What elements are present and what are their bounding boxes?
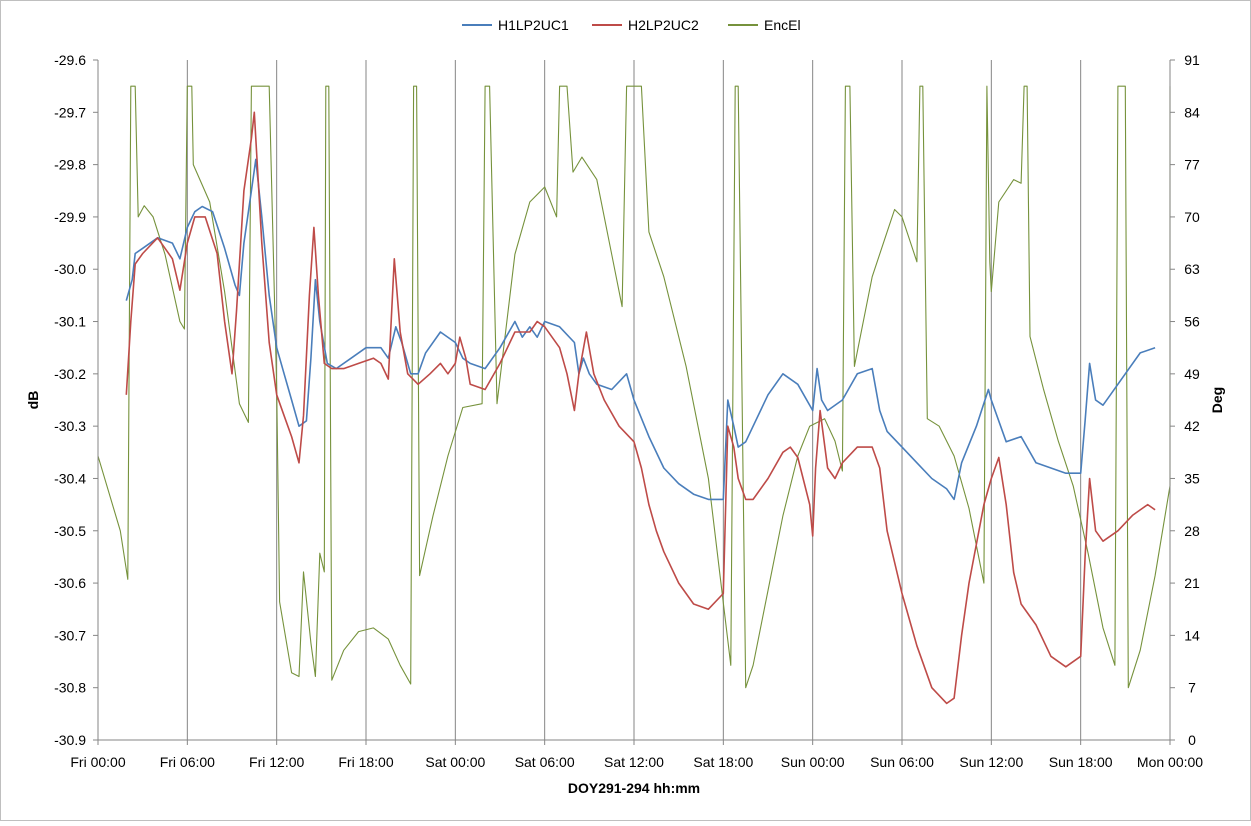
x-tick-label: Sat 00:00 xyxy=(425,754,485,770)
x-tick-label: Mon 00:00 xyxy=(1137,754,1203,770)
right-tick-label: 77 xyxy=(1184,157,1200,173)
right-tick-label: 28 xyxy=(1184,523,1200,539)
right-tick-label: 0 xyxy=(1188,732,1196,748)
legend: H1LP2UC1 H2LP2UC2 EncEl xyxy=(462,17,801,33)
right-tick-label: 70 xyxy=(1184,209,1200,225)
left-tick-label: -29.8 xyxy=(54,157,86,173)
series-layer xyxy=(97,85,1171,705)
x-tick-label: Sun 06:00 xyxy=(870,754,934,770)
left-tick-label: -30.2 xyxy=(54,366,86,382)
right-tick-label: 84 xyxy=(1184,104,1200,120)
ticks-layer: Fri 00:00 Fri 06:00 Fri 12:00 Fri 18:00 Sat … xyxy=(54,52,1203,770)
right-tick-label: 91 xyxy=(1184,52,1200,68)
left-tick-label: -29.9 xyxy=(54,209,86,225)
series-line-encel xyxy=(97,85,1171,689)
x-tick-label: Fri 18:00 xyxy=(338,754,393,770)
x-tick-label: Sun 12:00 xyxy=(959,754,1023,770)
left-tick-label: -30.4 xyxy=(54,470,86,486)
x-tick-label: Sun 00:00 xyxy=(781,754,845,770)
left-tick-label: -30.9 xyxy=(54,732,86,748)
left-tick-label: -30.8 xyxy=(54,680,86,696)
x-tick-label: Sat 18:00 xyxy=(693,754,753,770)
left-tick-label: -29.6 xyxy=(54,52,86,68)
right-tick-label: 21 xyxy=(1184,575,1200,591)
right-tick-label: 14 xyxy=(1184,627,1200,643)
right-tick-label: 7 xyxy=(1188,680,1196,696)
left-tick-label: -30.0 xyxy=(54,261,86,277)
left-axis-title: dB xyxy=(25,391,41,410)
left-tick-label: -30.5 xyxy=(54,523,86,539)
x-tick-label: Sat 06:00 xyxy=(515,754,575,770)
x-tick-label: Sun 18:00 xyxy=(1049,754,1113,770)
right-tick-label: 56 xyxy=(1184,314,1200,330)
left-tick-label: -30.1 xyxy=(54,314,86,330)
left-tick-label: -30.7 xyxy=(54,627,86,643)
series-line-h1lp2uc1 xyxy=(125,158,1156,501)
x-axis-title: DOY291-294 hh:mm xyxy=(568,780,700,796)
legend-label-h1lp2uc1: H1LP2UC1 xyxy=(498,17,569,33)
right-tick-label: 63 xyxy=(1184,261,1200,277)
series-line-h2lp2uc2 xyxy=(125,111,1156,705)
x-tick-label: Fri 00:00 xyxy=(70,754,125,770)
left-tick-label: -29.7 xyxy=(54,104,86,120)
left-tick-label: -30.6 xyxy=(54,575,86,591)
right-axis-title: Deg xyxy=(1209,387,1225,413)
legend-label-h2lp2uc2: H2LP2UC2 xyxy=(628,17,699,33)
x-tick-label: Sat 12:00 xyxy=(604,754,664,770)
right-tick-label: 35 xyxy=(1184,470,1200,486)
right-tick-label: 42 xyxy=(1184,418,1200,434)
left-tick-label: -30.3 xyxy=(54,418,86,434)
x-tick-label: Fri 12:00 xyxy=(249,754,304,770)
x-tick-label: Fri 06:00 xyxy=(160,754,215,770)
legend-label-encel: EncEl xyxy=(764,17,801,33)
right-tick-label: 49 xyxy=(1184,366,1200,382)
